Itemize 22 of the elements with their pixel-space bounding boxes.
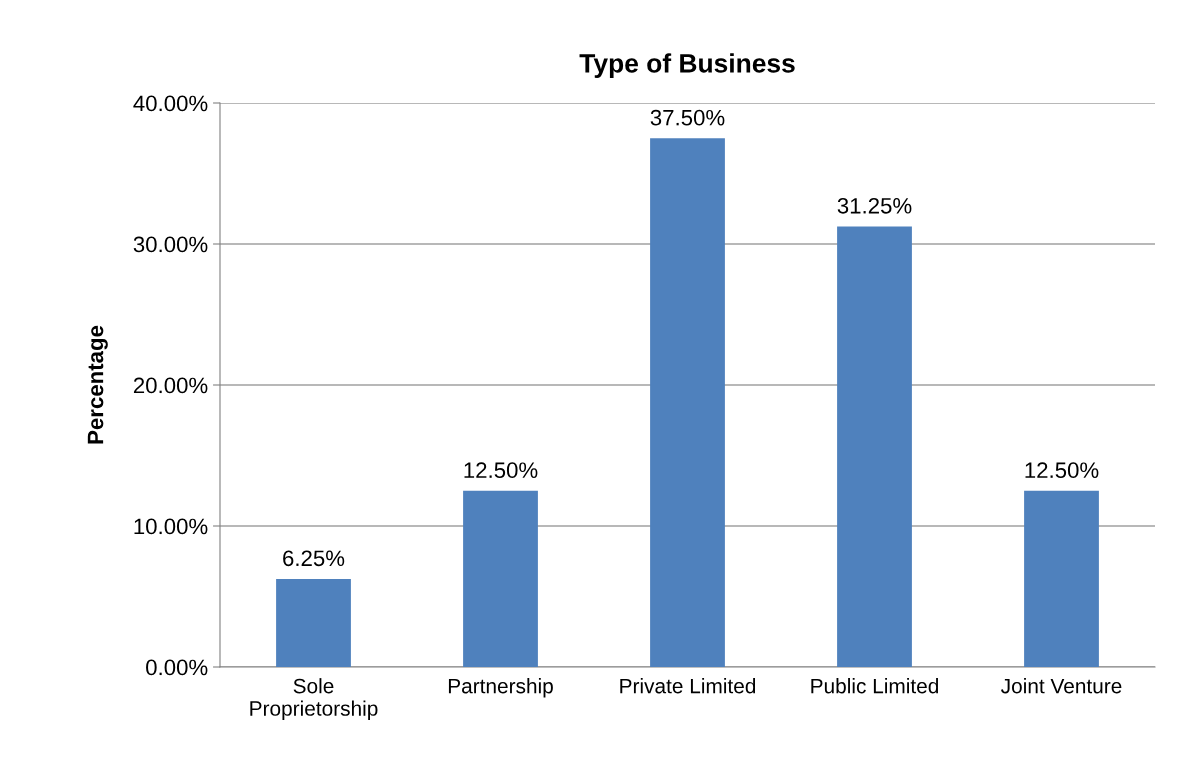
bar — [1024, 490, 1099, 667]
y-tick-label: 20.00% — [133, 377, 208, 394]
chart-title: Type of Business — [579, 53, 795, 78]
bar — [650, 138, 725, 667]
y-axis-title: Percentage — [87, 325, 108, 444]
data-label: 12.50% — [464, 462, 538, 479]
y-tick-label: 0.00% — [146, 659, 208, 676]
bar — [837, 226, 912, 667]
y-tick-label: 10.00% — [134, 518, 208, 535]
bar — [276, 578, 351, 667]
x-tick-label: Private Limited — [620, 678, 756, 694]
x-tick-label: Joint Venture — [1001, 678, 1122, 694]
bar — [463, 490, 538, 667]
data-label: 6.25% — [283, 550, 345, 567]
x-tick-label: Public Limited — [811, 678, 939, 694]
x-tick-label: Sole Proprietorship — [250, 678, 378, 720]
data-label: 37.50% — [650, 109, 725, 126]
y-tick-label: 30.00% — [133, 236, 208, 253]
data-label: 31.25% — [837, 197, 912, 214]
data-label: 12.50% — [1025, 462, 1099, 479]
y-tick-label: 40.00% — [133, 95, 208, 112]
x-tick-label: Partnership — [448, 678, 553, 698]
